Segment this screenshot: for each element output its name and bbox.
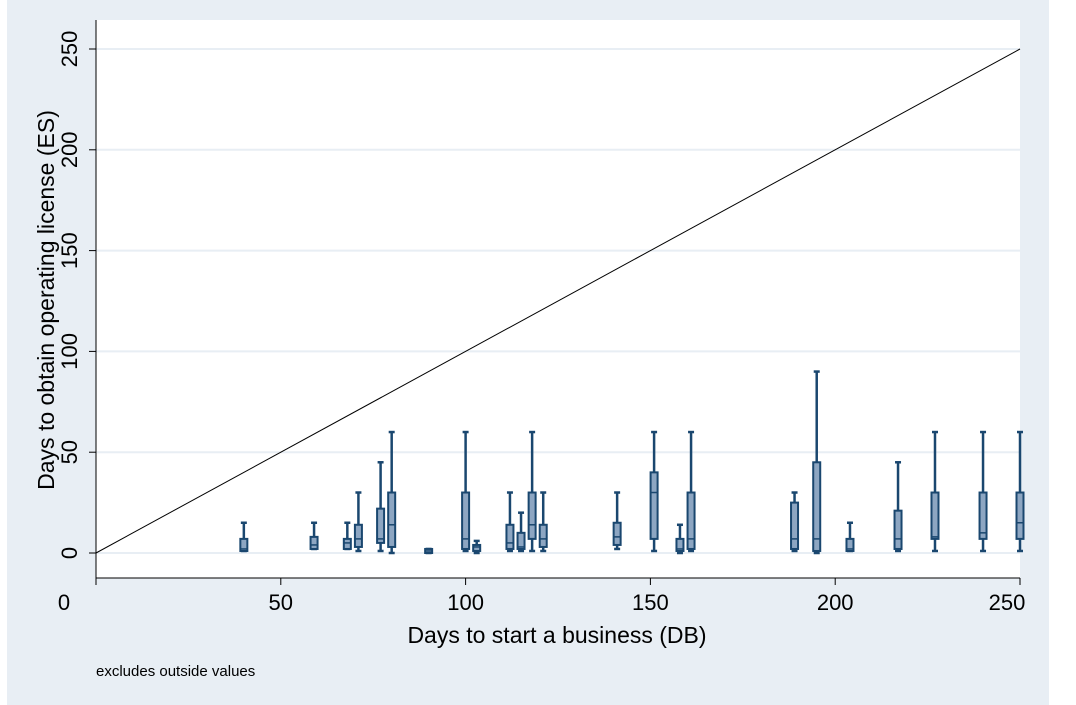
iqr-box xyxy=(812,461,822,552)
box-plot-item xyxy=(353,491,363,553)
y-tick-label: 100 xyxy=(57,333,82,370)
y-tick-label: 50 xyxy=(57,440,82,464)
iqr-box xyxy=(342,537,352,550)
iqr-box xyxy=(893,509,903,550)
box-plot-item xyxy=(1015,430,1025,553)
y-axis-ticks: 0 50 100 150 200 250 xyxy=(57,31,96,559)
iqr-box xyxy=(309,535,319,550)
iqr-box xyxy=(649,471,659,540)
box-plot-item xyxy=(527,430,537,553)
iqr-box xyxy=(527,491,537,540)
box-plot-item xyxy=(472,539,482,555)
x-tick-label: 0 xyxy=(58,590,70,615)
x-tick-label: 100 xyxy=(447,590,484,615)
y-tick-label: 150 xyxy=(57,232,82,269)
iqr-box xyxy=(686,491,696,550)
box-plot-item xyxy=(516,511,526,553)
iqr-box xyxy=(675,537,685,552)
y-axis-label: Days to obtain operating license (ES) xyxy=(33,110,59,490)
iqr-box xyxy=(461,491,471,550)
x-axis-label: Days to start a business (DB) xyxy=(407,622,706,648)
box-plot-item xyxy=(424,547,434,555)
iqr-box xyxy=(353,523,363,548)
y-tick-label: 200 xyxy=(57,131,82,168)
box-plot-item xyxy=(978,430,988,553)
box-plot-item xyxy=(387,430,397,555)
box-plot-item xyxy=(686,430,696,553)
iqr-box xyxy=(505,523,515,550)
reference-line xyxy=(95,48,1021,554)
box-plot-item xyxy=(505,491,515,553)
iqr-box xyxy=(376,507,386,544)
box-series xyxy=(239,370,1025,555)
iqr-box xyxy=(790,501,800,550)
box-plot-item xyxy=(930,430,940,553)
box-plot-item xyxy=(893,461,903,553)
box-plot-item xyxy=(649,430,659,553)
box-plot-item xyxy=(239,521,249,553)
iqr-box xyxy=(845,537,855,552)
y-tick-label: 0 xyxy=(57,547,82,559)
box-plot-item xyxy=(612,491,622,551)
chart-note: excludes outside values xyxy=(96,663,255,680)
grid-lines xyxy=(96,48,1020,554)
box-plot-item xyxy=(812,370,822,555)
x-axis-ticks: 0 50 100 150 200 250 xyxy=(58,578,1025,615)
box-plot-item xyxy=(461,430,471,553)
boxplot-chart: 0 50 100 150 200 250 0 50 100 150 200 250 Days to … xyxy=(33,20,1025,680)
iqr-box xyxy=(1015,491,1025,540)
plot-area xyxy=(96,20,1020,578)
iqr-box xyxy=(612,521,622,546)
box-plot-item xyxy=(376,461,386,553)
iqr-box xyxy=(978,491,988,540)
iqr-box xyxy=(930,491,940,540)
y-tick-label: 250 xyxy=(57,31,82,68)
box-plot-item xyxy=(342,521,352,551)
iqr-box xyxy=(516,531,526,550)
iqr-box xyxy=(387,491,397,548)
box-plot-item xyxy=(845,521,855,553)
x-tick-label: 200 xyxy=(817,590,854,615)
box-plot-item xyxy=(309,521,319,551)
box-plot-item xyxy=(675,523,685,555)
iqr-box xyxy=(239,537,249,552)
box-plot-item xyxy=(538,491,548,553)
iqr-box xyxy=(472,543,482,552)
x-tick-label: 250 xyxy=(989,590,1026,615)
iqr-box xyxy=(538,523,548,548)
box-plot-item xyxy=(790,491,800,553)
chart-background: 0 50 100 150 200 250 0 50 100 150 200 250 Days to … xyxy=(7,0,1049,705)
x-tick-label: 150 xyxy=(632,590,669,615)
x-tick-label: 50 xyxy=(269,590,293,615)
